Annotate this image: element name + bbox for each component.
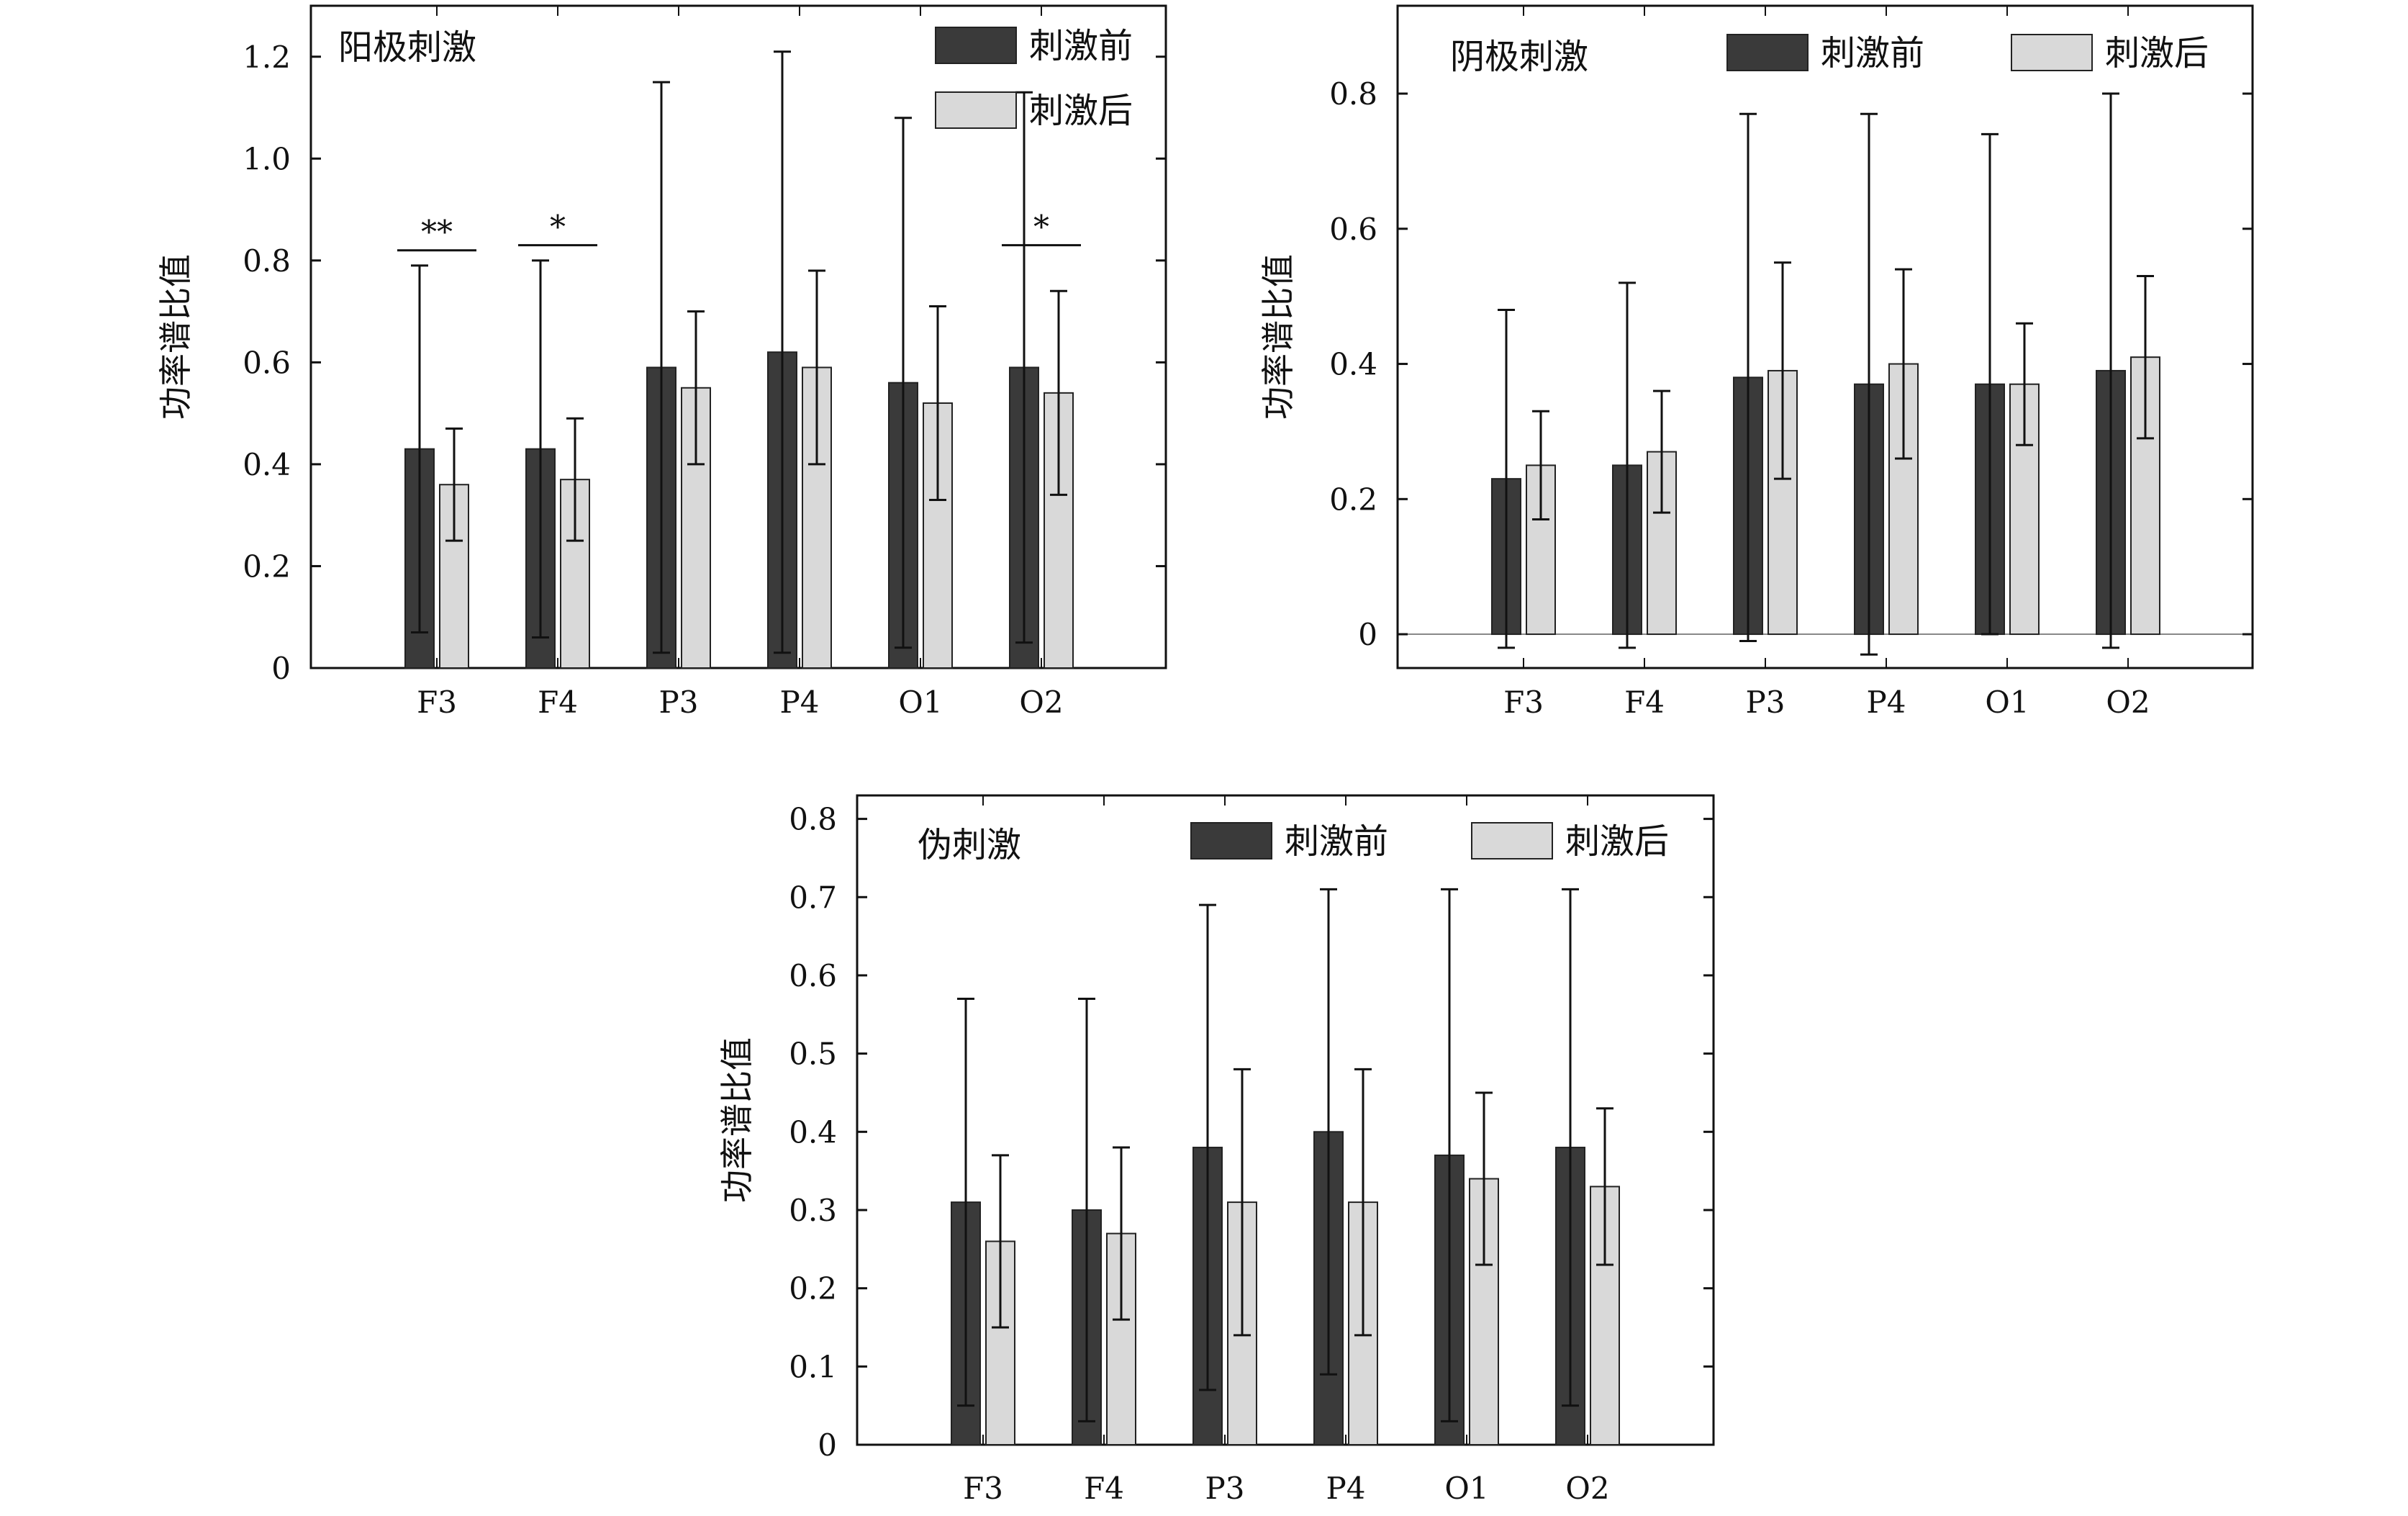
x-tick-label: O2 [2106,685,2150,720]
y-tick-label: 0.6 [789,958,837,993]
legend-swatch-after [2011,34,2093,71]
y-tick-label: 0 [1358,617,1377,652]
plot-frame [856,794,1715,1446]
y-tick-label: 0.2 [789,1271,837,1307]
chart-sham: 0 0.1 0.2 0.3 0.4 0.5 0.6 0.7 0.8 F3 F4 P3 P4 O1 O2 功率谱… [718,794,1715,1506]
panel-title: 伪刺激 [918,825,1021,865]
significance-label: * [550,209,566,246]
legend-label-before: 刺激前 [1821,33,1924,73]
legend-label-before: 刺激前 [1285,821,1388,862]
y-tick-label: 0.7 [789,880,837,915]
y-tick-label: 0.4 [1329,347,1377,382]
legend-label-after: 刺激后 [1029,91,1133,131]
x-tick-label: O1 [898,685,942,720]
x-tick-label: P4 [1867,685,1906,720]
legend-swatch-before [1190,822,1272,859]
y-axis-label: 功率谱比值 [156,254,195,420]
x-tick-label: O2 [1019,685,1063,720]
x-tick-label: F3 [963,1471,1003,1506]
y-tick-label: 1.0 [243,141,291,176]
y-tick-label: 0.4 [243,447,291,482]
x-tick-label: O1 [1444,1471,1488,1506]
panel-title: 阴极刺激 [1450,37,1588,77]
x-tick-label: P3 [1746,685,1785,720]
legend-label-before: 刺激前 [1029,26,1133,66]
chart-anode: 0 0.2 0.4 0.6 0.8 1.0 1.2 F3 F4 P3 P4 O1 O2 功率谱比值 阳极刺激… [156,4,1167,720]
significance-label: ** [421,215,453,251]
legend-swatch-before [935,27,1017,64]
y-tick-label: 0 [271,651,291,686]
y-tick-label: 0.8 [243,243,291,279]
y-tick-label: 1.2 [243,40,291,75]
y-tick-label: 0.5 [789,1037,837,1072]
legend-label-after: 刺激后 [2105,33,2209,73]
legend-swatch-after [1471,822,1553,859]
y-tick-label: 0.1 [789,1349,837,1384]
x-tick-label: F4 [1084,1471,1124,1506]
y-tick-label: 0.2 [243,549,291,584]
plot-frame [1396,4,2254,669]
y-tick-label: 0.4 [789,1114,837,1150]
y-axis-label: 功率谱比值 [718,1037,756,1203]
y-tick-label: 0 [818,1427,837,1463]
y-tick-label: 0.6 [243,345,291,380]
x-tick-label: P4 [780,685,820,720]
panel-title: 阳极刺激 [338,27,476,68]
legend-label-after: 刺激后 [1565,821,1669,862]
x-tick-label: F3 [1503,685,1544,720]
significance-label: * [1033,209,1049,246]
x-tick-label: P4 [1326,1471,1366,1506]
x-tick-label: F4 [538,685,578,720]
y-tick-label: 0.2 [1329,482,1377,517]
legend-swatch-before [1726,34,1809,71]
x-tick-label: P3 [659,685,699,720]
y-tick-label: 0.6 [1329,212,1377,247]
x-tick-label: P3 [1205,1471,1245,1506]
x-tick-label: O1 [1985,685,2029,720]
y-tick-label: 0.3 [789,1193,837,1228]
x-tick-label: F4 [1624,685,1665,720]
x-tick-label: F3 [417,685,457,720]
y-tick-label: 0.8 [789,802,837,837]
y-tick-label: 0.8 [1329,76,1377,112]
plot-frame [309,4,1167,669]
chart-cathode: 0 0.2 0.4 0.6 0.8 F3 F4 P3 P4 O1 O2 功率谱比值 阴极刺激 刺激前 刺激后 [1259,4,2254,720]
y-axis-label: 功率谱比值 [1259,254,1298,420]
x-tick-label: O2 [1565,1471,1609,1506]
legend-swatch-after [935,91,1017,129]
